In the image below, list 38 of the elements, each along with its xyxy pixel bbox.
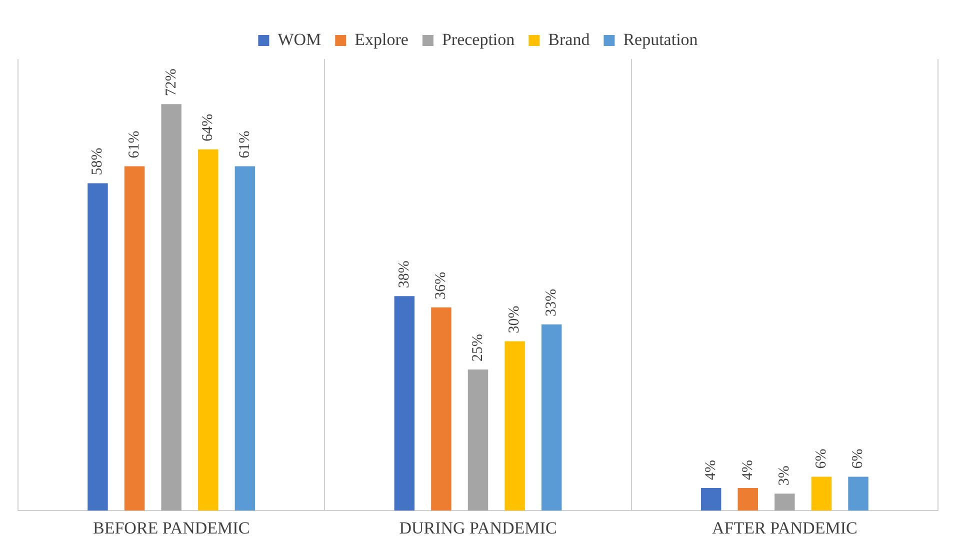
legend-label: WOM	[278, 30, 322, 49]
bar	[198, 149, 218, 511]
bar	[234, 166, 256, 511]
legend-label: Reputation	[623, 30, 698, 49]
bar	[431, 307, 452, 511]
bar	[738, 488, 758, 511]
data-label: 6%	[813, 448, 830, 469]
bar	[811, 476, 832, 511]
x-tick-label: BEFORE PANDEMIC	[93, 518, 250, 538]
legend-label: Brand	[548, 30, 590, 49]
bar	[700, 488, 722, 511]
bar	[774, 494, 795, 511]
bar	[504, 341, 525, 511]
data-label: 38%	[396, 260, 412, 288]
data-label: 36%	[433, 272, 450, 300]
x-tick-label: AFTER PANDEMIC	[712, 518, 858, 538]
data-label: 61%	[236, 130, 253, 158]
data-label: 64%	[200, 114, 216, 142]
bar	[468, 369, 488, 511]
data-label: 4%	[703, 460, 720, 480]
data-label: 4%	[740, 460, 756, 480]
bar	[161, 104, 182, 511]
data-label: 30%	[506, 306, 523, 334]
bar	[394, 296, 415, 511]
bar	[541, 324, 562, 511]
data-label: 33%	[544, 288, 560, 316]
data-label: 61%	[126, 130, 142, 158]
data-label: 6%	[850, 448, 866, 469]
bar	[848, 476, 868, 511]
bar	[88, 183, 108, 511]
legend-label: Preception	[442, 30, 516, 49]
data-label: 72%	[163, 68, 180, 96]
data-label: 58%	[90, 148, 106, 176]
legend-label: Explore	[354, 30, 408, 49]
x-tick-label: DURING PANDEMIC	[399, 518, 557, 538]
bar	[124, 166, 145, 511]
data-label: 25%	[470, 334, 486, 362]
data-label: 3%	[776, 466, 793, 486]
